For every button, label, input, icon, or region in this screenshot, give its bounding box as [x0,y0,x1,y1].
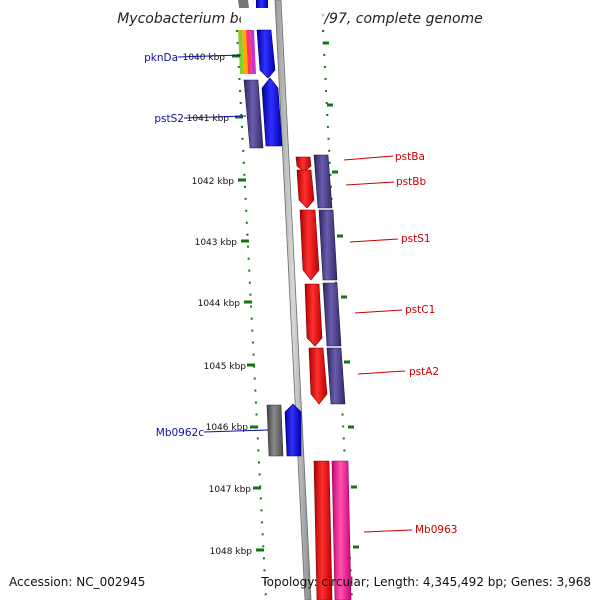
leader-line [183,115,247,119]
leader-line [354,309,403,314]
gene-pknDa[interactable] [256,29,276,79]
tick-label: 1042 kbp [192,177,235,187]
tick-label: 1047 kbp [209,485,252,495]
topology-text: Topology: circular; Length: 4,345,492 bp… [260,575,591,589]
leader-line [177,54,242,58]
cog-pstC1 [322,282,342,347]
gene-label-pstBb[interactable]: pstBb [396,176,426,188]
cog-stripe-magenta [250,30,256,74]
tick-label: 1043 kbp [195,238,238,248]
tick-label: 1048 kbp [210,547,253,557]
inner-ticks [323,41,359,549]
gene-pstC1[interactable] [304,283,323,347]
gene-pstS1[interactable] [299,209,320,281]
leader-line [349,238,399,243]
cog-Mb0962c [266,404,284,457]
gene-label-pstS2[interactable]: pstS2 [154,113,184,125]
gene-label-pknDa[interactable]: pknDa [144,52,178,64]
gene-pstBa[interactable] [295,156,312,173]
gene-label-Mb0962c[interactable]: Mb0962c [156,427,204,439]
genome-backbone [274,0,312,600]
gene-label-Mb0963[interactable]: Mb0963 [415,524,457,536]
gene-label-pstS1[interactable]: pstS1 [401,233,431,245]
leader-line [203,429,269,433]
cog-pstS2 [243,79,264,149]
gene-Mb0963[interactable] [313,460,333,600]
gene-label-pstC1[interactable]: pstC1 [405,304,435,316]
tick-label: 1046 kbp [206,423,249,433]
right-gene-labels: pstBa pstBb pstS1 pstC1 pstA2 Mb0963 [343,151,457,536]
gene-pstBb[interactable] [296,169,315,209]
tick-label: 1045 kbp [204,362,247,372]
cog-Mb0963 [331,460,352,600]
feature-top-gray [238,0,249,8]
tick-group: 1040 kbp 1041 kbp 1042 kbp 1043 kbp 1044… [183,53,264,557]
tick-label: 1041 kbp [187,114,230,124]
tick-label: 1044 kbp [198,299,241,309]
leader-line [357,370,406,375]
left-gene-labels: pknDa pstS2 Mb0962c [144,52,269,439]
gene-pstA2[interactable] [308,347,328,405]
gene-pstS2[interactable] [261,77,283,147]
cog-pstA2 [326,347,346,405]
gene-Mb0962c[interactable] [284,403,302,457]
accession-text: Accession: NC_002945 [9,575,145,589]
cog-pstB [313,154,333,209]
gene-label-pstBa[interactable]: pstBa [395,151,425,163]
leader-line [343,155,394,161]
feature-top-blue [256,0,268,8]
tick-label: 1040 kbp [183,53,226,63]
cog-pstS1 [318,209,338,281]
gene-label-pstA2[interactable]: pstA2 [409,366,439,378]
leader-line [363,529,413,533]
leader-line [345,181,395,186]
